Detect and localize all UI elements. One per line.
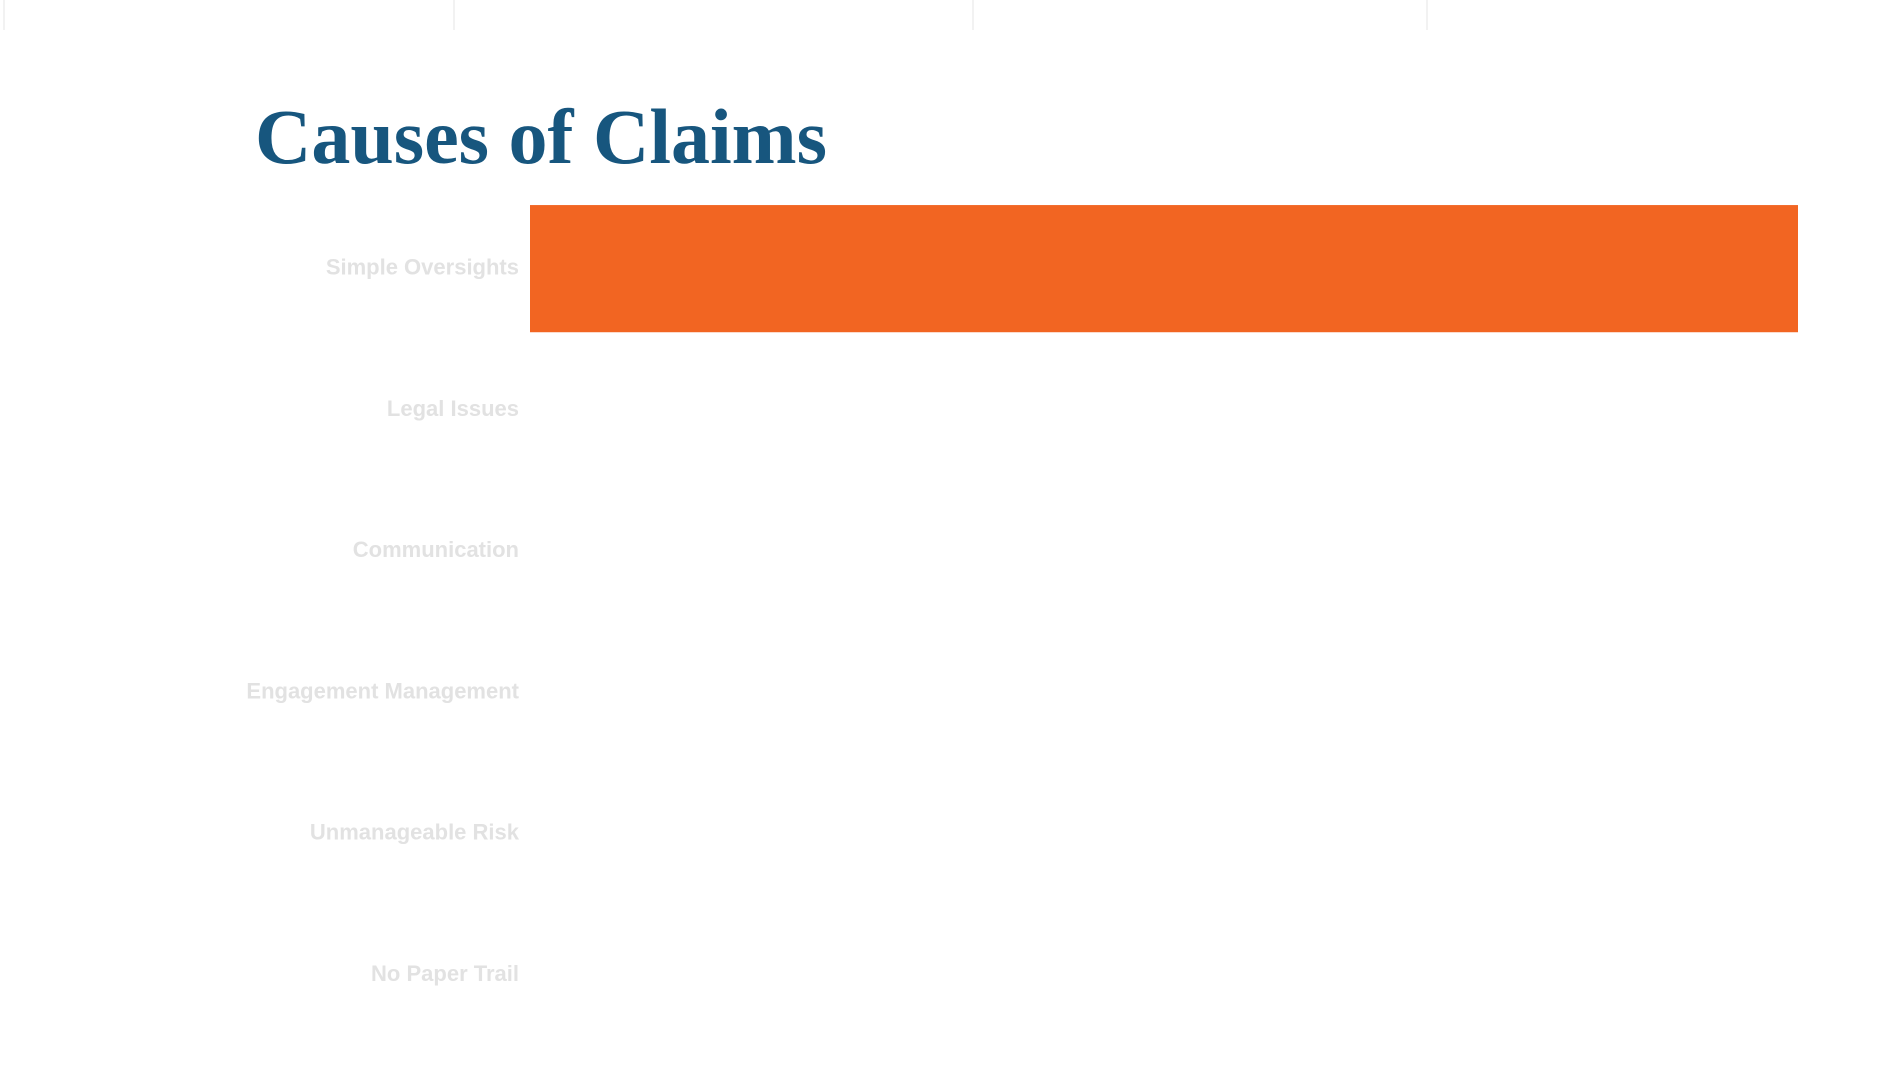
y-tick-label: Simple Oversights <box>326 254 519 279</box>
y-tick-label: Legal Issues <box>387 396 519 421</box>
y-tick-label: Engagement Management <box>246 678 519 703</box>
y-tick-label: No Paper Trail <box>371 961 519 986</box>
y-tick-label: Communication <box>353 537 519 562</box>
chart-title: Causes of Claims <box>255 93 827 180</box>
bar <box>530 205 1798 333</box>
y-tick-label: Unmanageable Risk <box>310 820 520 845</box>
